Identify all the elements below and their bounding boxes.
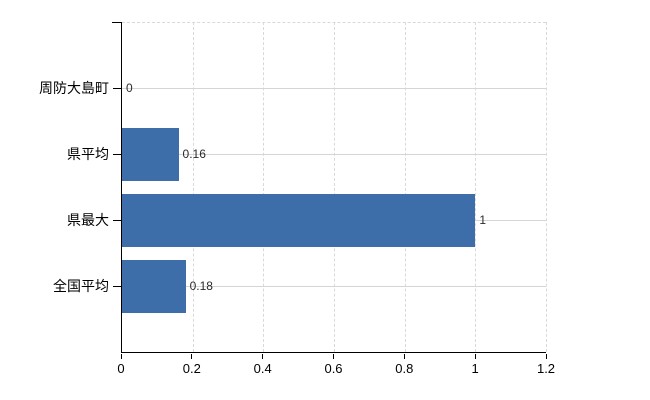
- x-axis-tick-mark: [545, 354, 547, 359]
- value-label: 0.16: [182, 147, 206, 161]
- y-axis-tick-mark: [113, 286, 122, 287]
- y-axis-top-tick: [112, 22, 121, 23]
- vertical-gridline: [263, 22, 265, 352]
- vertical-gridline: [475, 22, 477, 352]
- x-axis-tick-label: 1: [471, 361, 479, 376]
- vertical-gridline: [546, 22, 547, 352]
- bar-row: 県最大 1: [67, 187, 546, 253]
- x-axis-tick-label: 0.6: [324, 361, 343, 376]
- horizontal-gridline: [122, 286, 546, 287]
- bar: [122, 193, 476, 247]
- x-axis-tick-mark: [262, 354, 264, 359]
- x-axis-tick-label: 0.2: [182, 361, 201, 376]
- x-axis-tick-mark: [474, 354, 476, 359]
- category-label: 県平均: [67, 146, 109, 162]
- vertical-gridline: [334, 22, 335, 352]
- x-axis-tick-label: 0: [117, 361, 125, 376]
- category-label: 県最大: [67, 212, 109, 228]
- plot-area: 周防大島町 0 県平均 0.16 県最大 1 全国平: [39, 22, 547, 353]
- bar-row: 全国平均 0.18: [53, 253, 546, 319]
- x-axis-tick-mark: [403, 354, 405, 359]
- bar-rows: 周防大島町 0 県平均 0.16 県最大 1 全国平: [39, 22, 546, 352]
- bar: [122, 259, 186, 313]
- y-axis-tick-mark: [113, 220, 122, 221]
- horizontal-gridline: [122, 88, 546, 89]
- x-axis-tick-mark: [120, 354, 122, 359]
- vertical-gridlines: [122, 22, 547, 352]
- x-axis-tick-mark: [333, 354, 334, 359]
- x-axis-tick-label: 0.4: [253, 361, 272, 376]
- x-axis-tick-label: 0.8: [395, 361, 414, 376]
- y-axis-tick-mark: [113, 88, 122, 89]
- category-label: 全国平均: [53, 278, 109, 294]
- y-axis-tick-mark: [113, 154, 122, 155]
- x-axis: 0 0.2 0.4 0.6 0.8 1 1.2: [117, 353, 555, 385]
- bar: [122, 127, 179, 181]
- value-label: 0: [126, 81, 133, 95]
- horizontal-gridline: [122, 154, 546, 155]
- category-label: 周防大島町: [39, 80, 109, 96]
- value-label: 1: [479, 213, 487, 227]
- vertical-gridline: [404, 22, 406, 352]
- vertical-gridline: [192, 22, 194, 352]
- x-axis-tick-mark: [191, 354, 193, 359]
- bar-row: 周防大島町 0: [39, 55, 546, 121]
- bar-row: 県平均 0.16: [67, 121, 546, 187]
- value-label: 0.18: [189, 279, 213, 293]
- x-axis-tick-label: 1.2: [536, 361, 556, 376]
